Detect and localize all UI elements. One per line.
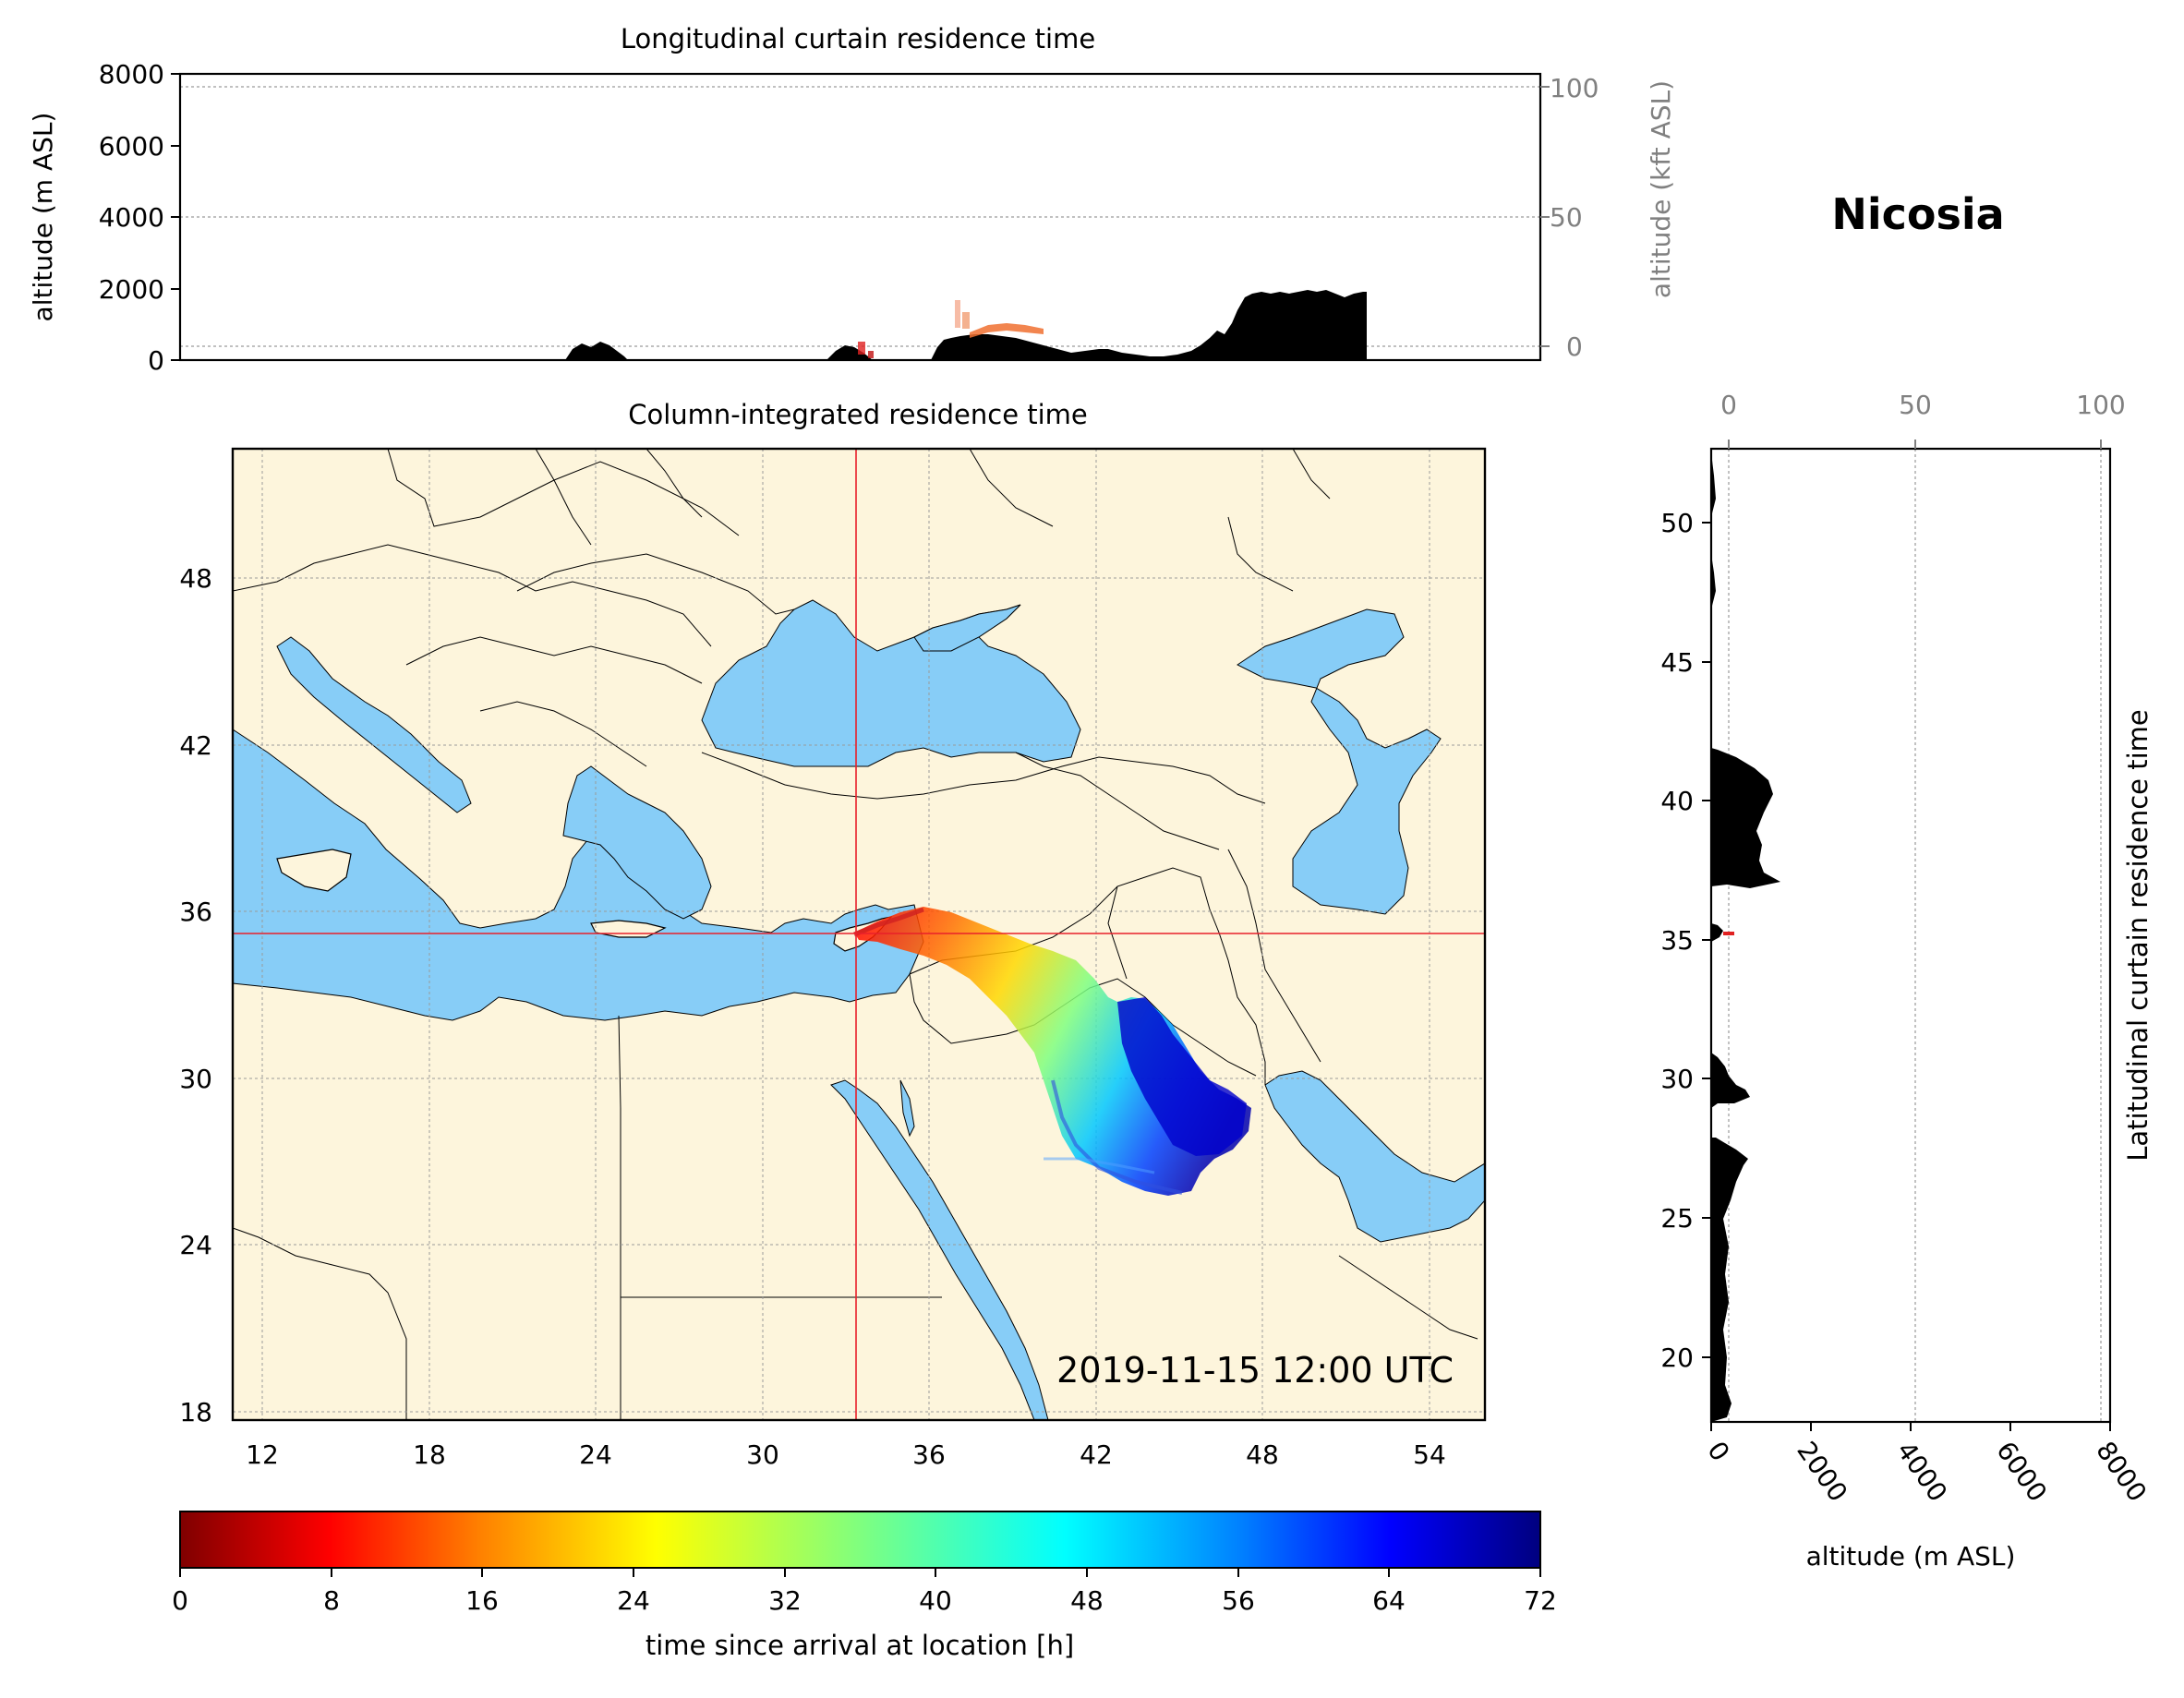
colorbar-tick-label: 64: [1372, 1585, 1406, 1616]
colorbar: 0 8 16 24 32 40 48 56 64 72 time since a…: [172, 1511, 1557, 1661]
location-crosshair: [233, 449, 1485, 1420]
map-xticks: 12 18 24 30 36 42 48 54: [246, 1439, 1446, 1470]
colorbar-tick-label: 48: [1070, 1585, 1104, 1616]
colorbar-label: time since arrival at location [h]: [646, 1630, 1074, 1661]
colorbar-tick-label: 32: [768, 1585, 802, 1616]
red-sea: [830, 1079, 1049, 1420]
colorbar-tick-label: 40: [919, 1585, 952, 1616]
ytick-label: 24: [179, 1230, 212, 1260]
latitudinal-top-ticks: [1728, 440, 2102, 449]
map-title: Column-integrated residence time: [628, 399, 1088, 430]
ytick-label: 2000: [99, 274, 164, 305]
ytick-right-label: 50: [1550, 202, 1583, 233]
map-axes-frame: [231, 447, 1487, 1422]
ytick-label: 0: [148, 345, 164, 376]
colorbar-tick-label: 0: [172, 1585, 188, 1616]
ytick-label: 18: [179, 1397, 212, 1427]
longitudinal-left-ticks: [171, 73, 180, 361]
xtick-label: 8000: [2090, 1436, 2153, 1507]
ytick-label: 42: [179, 730, 212, 761]
latitudinal-xticks-top: 0 50 100: [1720, 390, 2126, 420]
latitudinal-axes-frame: [1709, 447, 2112, 1424]
ytick-label: 40: [1660, 786, 1694, 816]
ytick-label: 4000: [99, 202, 164, 233]
map-panel: Column-integrated residence time: [179, 399, 1487, 1470]
longitudinal-yticks-right: 0 50 100: [1550, 73, 1599, 362]
latitudinal-bottom-ticks: [1710, 1422, 2111, 1431]
gulf-of-aqaba: [899, 1079, 915, 1138]
xtick-label: 42: [1080, 1439, 1113, 1470]
ytick-label: 25: [1660, 1203, 1694, 1234]
longitudinal-curtain-panel: Longitudinal curtain residence time 0 20…: [28, 23, 1676, 376]
caspian-sea: [1237, 608, 1442, 915]
latitudinal-yticks: 20 25 30 35 40 45 50: [1660, 508, 1694, 1373]
ytick-label: 6000: [99, 131, 164, 162]
adriatic-sea: [276, 636, 472, 813]
ytick-label: 35: [1660, 925, 1694, 956]
longitudinal-plume: [858, 300, 1044, 358]
xtick-label: 18: [413, 1439, 446, 1470]
sicily-island: [276, 849, 352, 892]
colorbar-tick-marks: [179, 1568, 1541, 1577]
latitudinal-xticks: 0 2000 4000 6000 8000: [1701, 1436, 2153, 1507]
latitudinal-curtain-panel: 20 25 30 35 40 45 50 0 50 100 0: [1660, 390, 2154, 1572]
country-borders: [233, 449, 1478, 1420]
colorbar-tick-label: 16: [465, 1585, 499, 1616]
black-sea: [701, 599, 1081, 767]
mediterranean-sea: [233, 729, 924, 1021]
longitudinal-terrain: [565, 290, 1367, 360]
latitudinal-grid: [1728, 449, 2102, 1422]
ytick-label: 8000: [99, 59, 164, 90]
xtick-label: 12: [246, 1439, 279, 1470]
colorbar-tick-label: 8: [323, 1585, 340, 1616]
latitudinal-terrain: [1711, 452, 1780, 1422]
colorbar-gradient: [179, 1511, 1541, 1569]
latitudinal-xlabel: altitude (m ASL): [1806, 1541, 2016, 1572]
colorbar-tick-label: 72: [1524, 1585, 1557, 1616]
longitudinal-yticks: 0 2000 4000 6000 8000: [99, 59, 164, 376]
map-yticks: 18 24 30 36 42 48: [179, 563, 212, 1427]
ytick-right-label: 100: [1550, 73, 1599, 103]
xtick-top-label: 0: [1720, 390, 1737, 420]
xtick-label: 30: [746, 1439, 779, 1470]
xtick-label: 2000: [1791, 1436, 1853, 1507]
map-grid: [233, 449, 1485, 1420]
map-seas: [233, 599, 1485, 1420]
ytick-label: 30: [1660, 1064, 1694, 1094]
xtick-label: 0: [1701, 1436, 1735, 1467]
location-title: Nicosia: [1831, 189, 2004, 239]
ytick-label: 45: [1660, 647, 1694, 678]
ytick-label: 36: [179, 897, 212, 927]
aegean-sea: [562, 765, 712, 920]
colorbar-tick-label: 56: [1222, 1585, 1255, 1616]
ytick-label: 20: [1660, 1343, 1694, 1373]
xtick-top-label: 50: [1899, 390, 1932, 420]
longitudinal-curtain-title: Longitudinal curtain residence time: [621, 23, 1095, 54]
longitudinal-ylabel-right: altitude (kft ASL): [1646, 80, 1676, 298]
xtick-label: 54: [1413, 1439, 1446, 1470]
map-timestamp: 2019-11-15 12:00 UTC: [1056, 1350, 1454, 1391]
xtick-label: 24: [579, 1439, 612, 1470]
ytick-label: 30: [179, 1064, 212, 1094]
ytick-right-label: 0: [1566, 331, 1583, 362]
ytick-label: 48: [179, 563, 212, 594]
latitudinal-curtain-title: Latitudinal curtain residence time: [2122, 709, 2154, 1162]
longitudinal-ylabel: altitude (m ASL): [28, 113, 58, 322]
xtick-label: 6000: [1990, 1436, 2053, 1507]
residence-time-plume: [853, 907, 1251, 1196]
xtick-label: 48: [1246, 1439, 1279, 1470]
colorbar-ticks: 0 8 16 24 32 40 48 56 64 72: [172, 1585, 1557, 1616]
longitudinal-right-ticks: [1540, 86, 1550, 347]
xtick-top-label: 100: [2076, 390, 2125, 420]
xtick-label: 36: [912, 1439, 946, 1470]
colorbar-tick-label: 24: [617, 1585, 650, 1616]
ytick-label: 50: [1660, 508, 1694, 538]
xtick-label: 4000: [1890, 1436, 1953, 1507]
azov-sea: [913, 604, 1021, 652]
latitudinal-yticks-marks: [1702, 522, 1711, 1358]
